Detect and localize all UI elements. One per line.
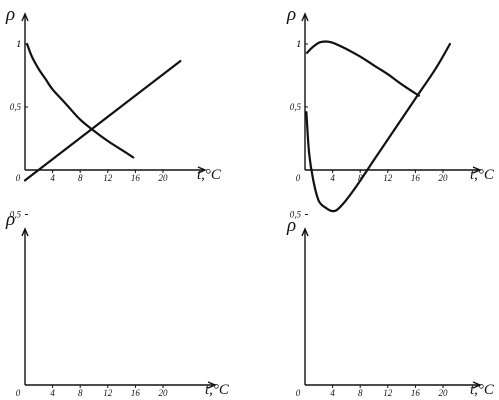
x-tick-label: 16 (411, 173, 421, 183)
y-tick-label: 0,5 (10, 102, 22, 112)
x-tick-label: 20 (439, 388, 449, 398)
x-axis-arrow-icon (472, 166, 482, 174)
x-tick-label: 12 (103, 173, 113, 183)
x-axis-label: t,°C (470, 167, 495, 183)
x-tick-label: 16 (411, 388, 421, 398)
y-axis-arrow-icon (301, 227, 309, 237)
x-tick-label: 8 (78, 173, 83, 183)
y-axis-label: ρ (5, 4, 15, 25)
y-axis-label: ρ (286, 4, 296, 25)
x-tick-label: 20 (159, 173, 169, 183)
x-tick-label: 0 (296, 173, 301, 183)
x-tick-label: 4 (50, 388, 55, 398)
x-axis-arrow-icon (207, 381, 217, 389)
y-tick-label: 0,5 (290, 210, 302, 220)
x-axis-label: t,°C (470, 382, 495, 398)
y-axis-label: ρ (286, 215, 296, 236)
y-axis-arrow-icon (301, 12, 309, 22)
x-tick-label: 16 (131, 388, 141, 398)
x-axis-label: t,°C (197, 167, 222, 183)
y-tick-label: 0,5 (10, 210, 22, 220)
x-tick-label: 8 (358, 388, 363, 398)
x-tick-label: 16 (131, 173, 141, 183)
x-tick-label: 8 (358, 173, 363, 183)
x-tick-label: 8 (78, 388, 83, 398)
x-tick-label: 20 (439, 173, 449, 183)
series-line (306, 40, 420, 97)
x-axis-arrow-icon (197, 166, 207, 174)
y-tick-label: 1 (17, 39, 22, 49)
x-axis-label: t,°C (205, 382, 230, 398)
y-axis-label: ρ (5, 209, 15, 230)
series-line (26, 42, 135, 159)
x-axis-arrow-icon (472, 381, 482, 389)
x-tick-label: 4 (50, 173, 55, 183)
x-tick-label: 0 (296, 388, 301, 398)
x-tick-label: 12 (383, 173, 393, 183)
x-tick-label: 0 (16, 388, 21, 398)
y-axis-arrow-icon (21, 227, 29, 237)
y-tick-label: 1 (17, 39, 22, 49)
y-tick-label: 0,5 (290, 102, 302, 112)
x-tick-label: 0 (16, 173, 21, 183)
x-tick-label: 4 (330, 388, 335, 398)
y-tick-label: 1 (297, 39, 302, 49)
y-axis-arrow-icon (21, 12, 29, 22)
y-tick-label: 1 (297, 39, 302, 49)
x-tick-label: 12 (103, 388, 113, 398)
x-tick-label: 4 (330, 173, 335, 183)
x-tick-label: 20 (159, 388, 169, 398)
series-line (23, 60, 182, 182)
series-line (305, 42, 451, 213)
x-tick-label: 12 (383, 388, 393, 398)
